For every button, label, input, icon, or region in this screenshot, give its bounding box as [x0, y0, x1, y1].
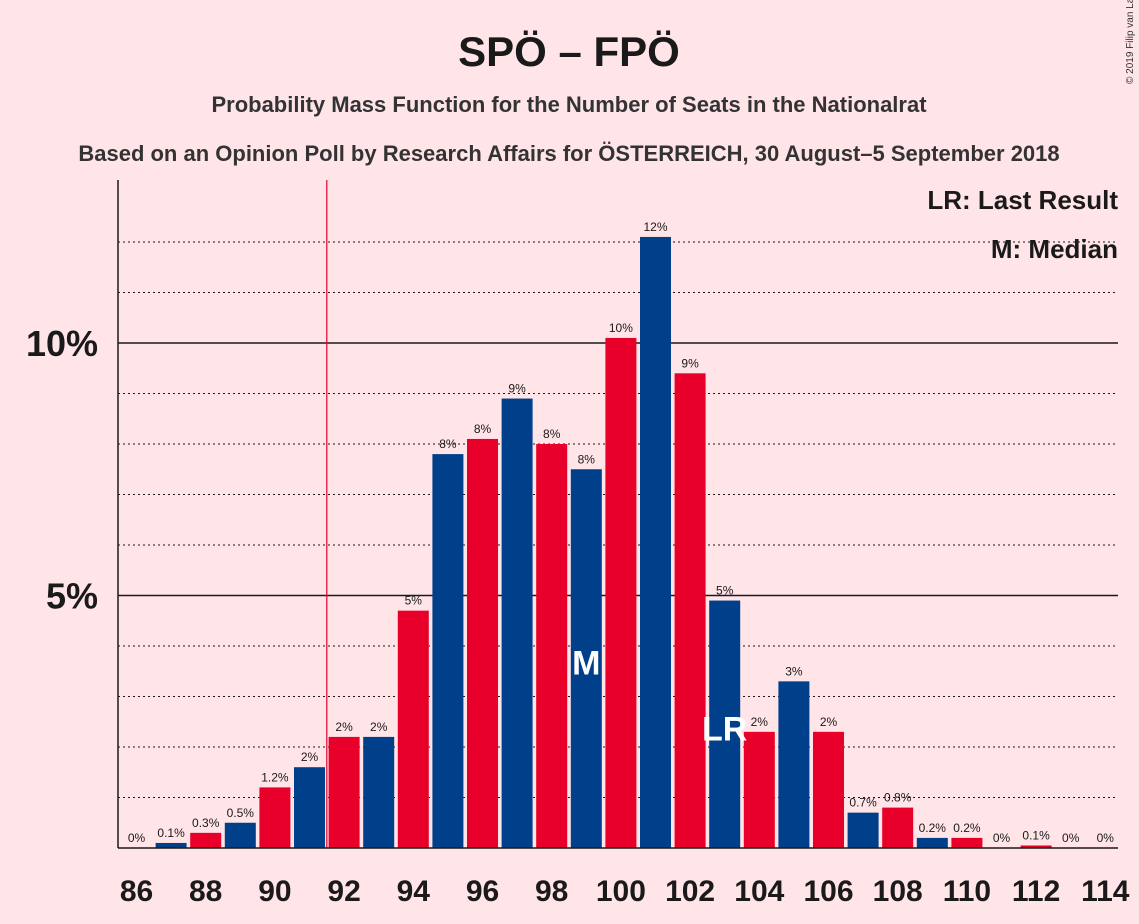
bar-label-87: 0.1% — [157, 826, 185, 840]
bar-label-91: 2% — [301, 750, 319, 764]
bar-label-89: 0.5% — [227, 806, 255, 820]
bar-label-102: 9% — [681, 356, 699, 370]
bar-101 — [640, 236, 671, 848]
copyright: © 2019 Filip van Laenen — [1125, 0, 1136, 84]
bar-label-94: 5% — [405, 594, 423, 608]
x-tick-label: 114 — [1081, 875, 1130, 908]
bar-label-109: 0.2% — [919, 821, 947, 835]
bar-103 — [709, 600, 741, 848]
bar-109 — [916, 837, 948, 848]
bar-94 — [397, 610, 429, 848]
bar-label-111: 0% — [993, 831, 1011, 845]
bar-label-93: 2% — [370, 720, 388, 734]
bar-label-114: 0% — [1097, 831, 1115, 845]
bars — [155, 236, 1052, 848]
bar-108 — [882, 807, 914, 848]
x-tick-label: 100 — [596, 875, 646, 908]
x-tick-label: 88 — [189, 875, 222, 908]
bar-87 — [155, 842, 187, 848]
x-tick-label: 108 — [873, 875, 923, 908]
bar-label-105: 3% — [785, 664, 803, 678]
bar-label-88: 0.3% — [192, 816, 220, 830]
bar-label-107: 0.7% — [849, 796, 877, 810]
bar-label-100: 10% — [609, 321, 633, 335]
bar-label-92: 2% — [335, 720, 353, 734]
x-tick-label: 106 — [803, 875, 853, 908]
bar-112 — [1020, 845, 1052, 848]
bar-label-97: 9% — [508, 382, 526, 396]
bar-107 — [847, 812, 879, 848]
bar-110 — [951, 837, 983, 848]
last-result-marker: LR — [702, 711, 747, 749]
bar-label-96: 8% — [474, 422, 492, 436]
x-tick-label: 92 — [327, 875, 360, 908]
bar-102 — [674, 373, 706, 848]
bar-96 — [467, 438, 498, 848]
bar-98 — [536, 444, 568, 848]
bar-92 — [328, 736, 360, 848]
bar-label-108: 0.8% — [884, 791, 912, 805]
legend-median: M: Median — [991, 234, 1118, 264]
legend-last-result: LR: Last Result — [927, 185, 1118, 215]
median-marker: M — [572, 644, 600, 682]
bar-97 — [501, 398, 533, 848]
y-tick-label: 5% — [46, 576, 98, 617]
x-tick-label: 90 — [258, 875, 291, 908]
bar-label-98: 8% — [543, 427, 561, 441]
chart-subtitle: Probability Mass Function for the Number… — [211, 92, 927, 117]
x-tick-label: 102 — [665, 875, 715, 908]
bar-106 — [813, 731, 844, 848]
x-tick-label: 110 — [943, 875, 991, 908]
x-tick-label: 104 — [734, 875, 784, 908]
y-tick-label: 10% — [26, 323, 98, 364]
bar-label-110: 0.2% — [953, 821, 981, 835]
bar-90 — [259, 787, 291, 848]
x-tick-label: 112 — [1012, 875, 1060, 908]
x-tick-label: 98 — [535, 875, 568, 908]
bar-91 — [294, 767, 325, 848]
bar-104 — [743, 731, 775, 848]
bar-label-95: 8% — [439, 437, 457, 451]
bar-label-113: 0% — [1062, 831, 1080, 845]
bar-label-86: 0% — [128, 831, 146, 845]
bar-99 — [570, 469, 602, 848]
x-tick-label: 96 — [466, 875, 499, 908]
x-tick-label: 94 — [397, 875, 431, 908]
bar-label-90: 1.2% — [261, 770, 289, 784]
bar-105 — [778, 681, 810, 848]
bar-label-99: 8% — [578, 452, 596, 466]
bar-label-103: 5% — [716, 584, 734, 598]
markers: M LR — [572, 644, 747, 748]
bar-88 — [190, 832, 222, 848]
bar-label-112: 0.1% — [1022, 828, 1050, 842]
chart-title: SPÖ – FPÖ — [458, 28, 680, 75]
bar-label-106: 2% — [820, 715, 838, 729]
bar-89 — [224, 822, 256, 848]
bar-label-104: 2% — [751, 715, 769, 729]
bar-93 — [363, 736, 395, 848]
x-tick-label: 86 — [120, 875, 153, 908]
bar-95 — [432, 454, 464, 848]
bar-label-101: 12% — [643, 220, 667, 234]
axes: 5% 10% 86 88 90 92 94 96 98 100 102 104 106 108 110 112… — [26, 180, 1130, 908]
chart-subtitle-source: Based on an Opinion Poll by Research Aff… — [78, 141, 1059, 166]
bar-labels: 0% 0.1% 0.3% 0.5% 1.2% 2% 2% 2% 5% 8% 8% 9% 8% 8% 10% 1… — [128, 220, 1114, 845]
bar-100 — [605, 337, 637, 848]
